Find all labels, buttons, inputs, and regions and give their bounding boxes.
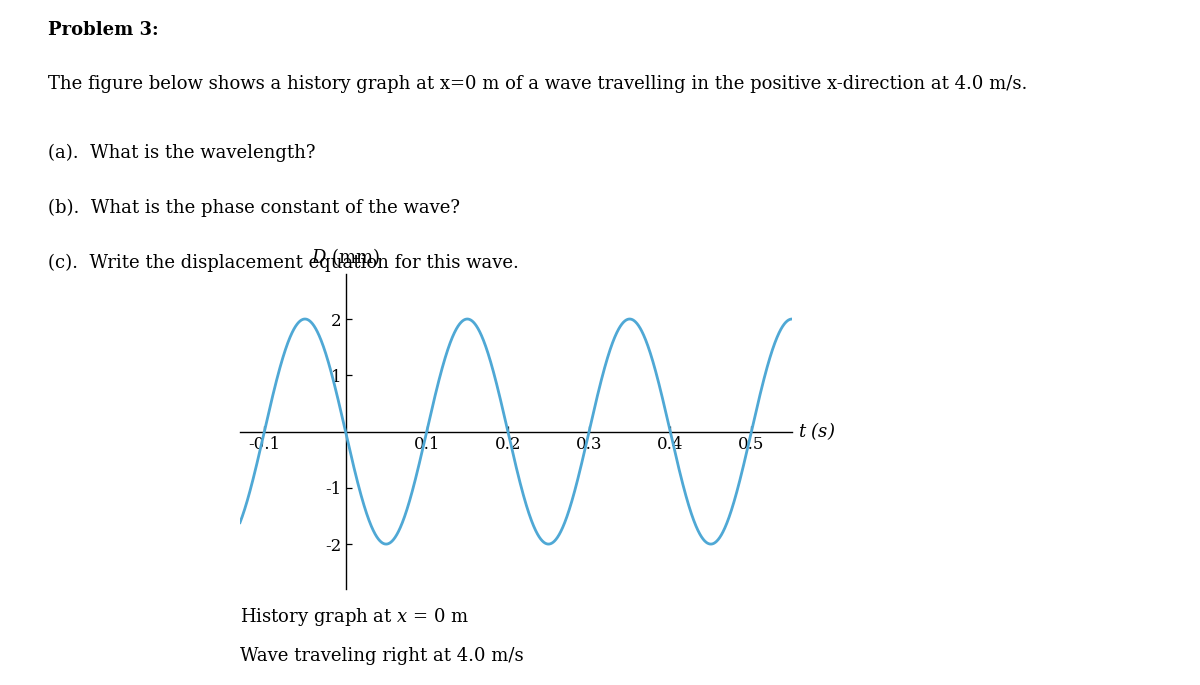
Text: History graph at $x$ = 0 m: History graph at $x$ = 0 m — [240, 606, 469, 628]
Text: Wave traveling right at 4.0 m/s: Wave traveling right at 4.0 m/s — [240, 647, 523, 665]
Text: $t$ (s): $t$ (s) — [798, 421, 836, 443]
Text: Problem 3:: Problem 3: — [48, 21, 158, 38]
Text: (b).  What is the phase constant of the wave?: (b). What is the phase constant of the w… — [48, 199, 460, 217]
Text: The figure below shows a history graph at x=0 m of a wave travelling in the posi: The figure below shows a history graph a… — [48, 75, 1027, 93]
Text: (a).  What is the wavelength?: (a). What is the wavelength? — [48, 144, 316, 162]
Text: (c).  Write the displacement equation for this wave.: (c). Write the displacement equation for… — [48, 253, 518, 272]
Text: $D$ (mm): $D$ (mm) — [311, 246, 380, 268]
